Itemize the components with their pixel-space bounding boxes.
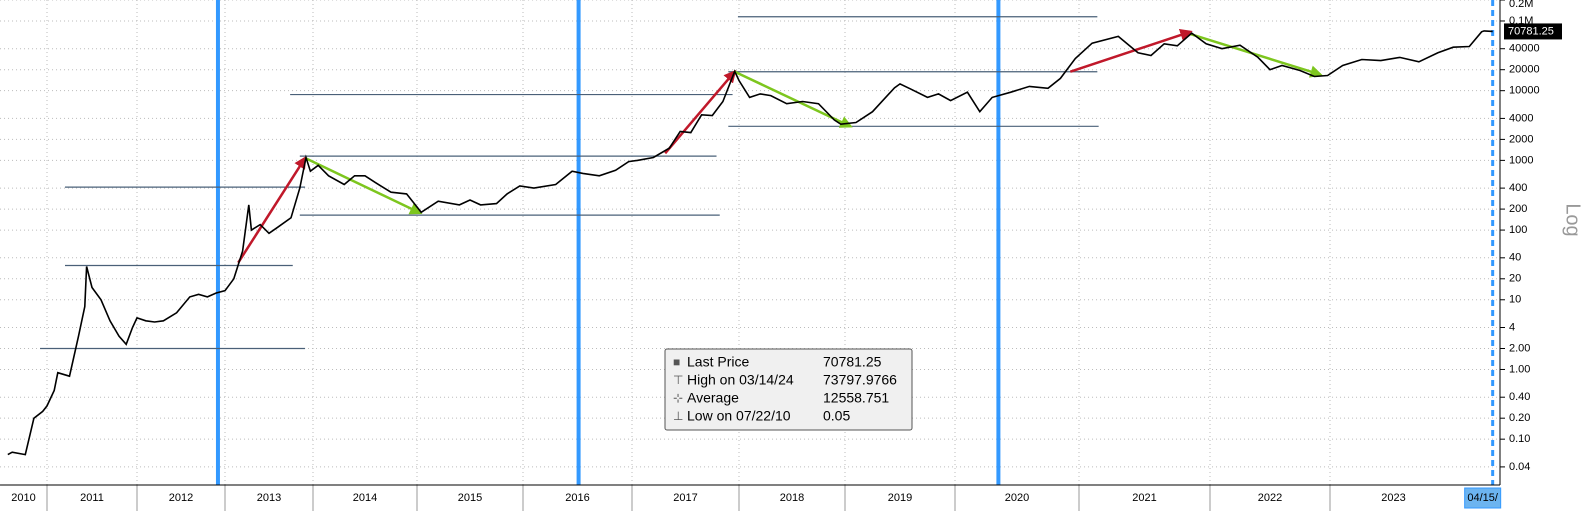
legend-value: 73797.9766	[823, 372, 897, 388]
legend-label: Last Price	[687, 354, 749, 370]
legend-icon: ⊥	[673, 409, 683, 423]
x-tick-label: 2014	[353, 492, 377, 504]
plot	[7, 30, 1493, 456]
legend-value: 0.05	[823, 408, 850, 424]
trend-arrow	[1189, 32, 1323, 78]
legend-icon: ■	[673, 355, 680, 369]
price-line	[7, 30, 1493, 456]
y-tick-label: 4000	[1509, 112, 1533, 124]
y-tick-label: 0.10	[1509, 433, 1530, 445]
y-tick-label: 2000	[1509, 133, 1533, 145]
legend-label: Low on 07/22/10	[687, 408, 791, 424]
x-tick-label: 2020	[1005, 492, 1029, 504]
x-tick-label: 2013	[257, 492, 281, 504]
legend-box	[664, 348, 913, 431]
x-tick-label: 2016	[565, 492, 589, 504]
legend-value: 70781.25	[823, 354, 882, 370]
legend-icon: ⊤	[673, 373, 683, 387]
y-tick-label: 10	[1509, 294, 1521, 306]
trend-arrow	[304, 156, 423, 215]
x-tick-label: 2021	[1132, 492, 1156, 504]
x-tick-label: 2015	[458, 492, 482, 504]
y-tick-label: 0.04	[1509, 461, 1530, 473]
y-tick-label: 20	[1509, 273, 1521, 285]
x-tick-label: 2018	[780, 492, 804, 504]
last-value-box	[1504, 23, 1562, 40]
trend-arrow	[237, 155, 307, 264]
x-tick-label: 04/15/	[1467, 492, 1499, 504]
y-axis-label: Log	[1562, 203, 1584, 236]
y-tick-label: 0.40	[1509, 391, 1530, 403]
y-tick-label: 4	[1509, 321, 1515, 333]
last-value-label: 70781.25	[1508, 25, 1554, 37]
legend-label: High on 03/14/24	[687, 372, 794, 388]
y-tick-label: 2.00	[1509, 342, 1530, 354]
y-tick-label: 20000	[1509, 64, 1540, 76]
y-tick-label: 400	[1509, 182, 1527, 194]
y-tick-label: 10000	[1509, 85, 1540, 97]
annotations	[40, 0, 1495, 485]
x-tick-label: 2019	[888, 492, 912, 504]
y-tick-label: 40	[1509, 252, 1521, 264]
x-tick-label: 2012	[169, 492, 193, 504]
trend-arrow	[664, 69, 737, 155]
legend-value: 12558.751	[823, 390, 889, 406]
y-tick-label: 0.2M	[1509, 0, 1533, 10]
y-tick-label: 40000	[1509, 43, 1540, 55]
x-end-label-box	[1464, 487, 1502, 509]
y-tick-label: 100	[1509, 224, 1527, 236]
y-tick-label: 0.20	[1509, 412, 1530, 424]
y-tick-label: 200	[1509, 203, 1527, 215]
y-tick-label: 1.00	[1509, 363, 1530, 375]
x-tick-label: 2022	[1258, 492, 1282, 504]
x-tick-label: 2023	[1381, 492, 1405, 504]
x-tick-label: 2017	[673, 492, 697, 504]
legend-label: Average	[687, 390, 739, 406]
trend-arrow	[1069, 29, 1193, 73]
y-tick-label: 1000	[1509, 154, 1533, 166]
x-tick-label: 2010	[11, 492, 35, 504]
x-tick-label: 2011	[80, 492, 104, 504]
legend-icon: ⊹	[673, 391, 683, 405]
